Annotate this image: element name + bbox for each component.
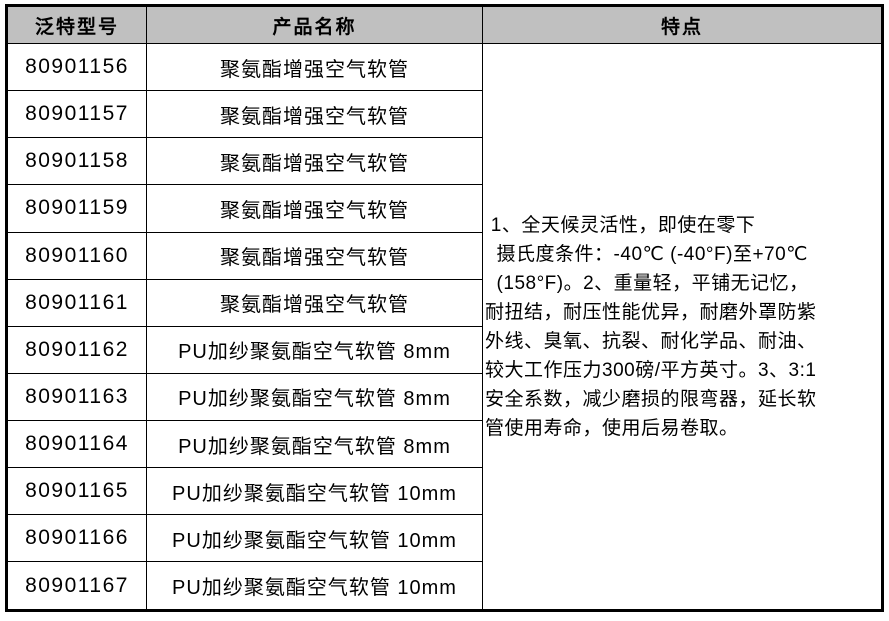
features-line: 安全系数，减少磨损的限弯器，延长软 xyxy=(485,388,817,410)
table-row: 80901167 PU加纱聚氨酯空气软管 10mm xyxy=(6,561,883,611)
model-number-cell: 80901158 xyxy=(6,137,147,186)
table-row: 80901166 PU加纱聚氨酯空气软管 10mm xyxy=(6,514,883,563)
features-line: 较大工作压力300磅/平方英寸。3、3:1 xyxy=(485,359,817,381)
model-number-cell: 80901160 xyxy=(6,231,147,280)
model-number-cell: 80901162 xyxy=(6,325,147,374)
model-number-cell: 80901157 xyxy=(6,90,147,139)
product-name-cell: PU加纱聚氨酯空气软管 8mm xyxy=(146,419,483,469)
product-spec-table: 泛特型号 产品名称 特点 80901156 聚氨酯增强空气软管 1、全天候灵活性… xyxy=(5,4,884,612)
product-name-cell: PU加纱聚氨酯空气软管 10mm xyxy=(146,561,483,611)
header-features: 特点 xyxy=(482,5,883,44)
product-name-cell: PU加纱聚氨酯空气软管 8mm xyxy=(146,372,483,422)
header-row: 泛特型号 产品名称 特点 xyxy=(6,5,883,44)
model-number-cell: 80901159 xyxy=(6,184,147,233)
header-model-number: 泛特型号 xyxy=(6,5,147,44)
features-line: 1、全天候灵活性，即使在零下 xyxy=(485,214,756,236)
features-line: 摄氏度条件：-40℃ (-40°F)至+70℃ xyxy=(485,243,809,265)
product-name-cell: 聚氨酯增强空气软管 xyxy=(146,90,483,139)
features-line: 耐扭结，耐压性能优异，耐磨外罩防紫 xyxy=(485,301,817,323)
table-row: 80901160 聚氨酯增强空气软管 xyxy=(6,231,883,280)
product-name-cell: PU加纱聚氨酯空气软管 8mm xyxy=(146,325,483,374)
product-name-cell: 聚氨酯增强空气软管 xyxy=(146,137,483,186)
table-row: 80901159 聚氨酯增强空气软管 xyxy=(6,184,883,233)
product-name-cell: PU加纱聚氨酯空气软管 10mm xyxy=(146,514,483,563)
table-row: 80901157 聚氨酯增强空气软管 xyxy=(6,90,883,139)
model-number-cell: 80901165 xyxy=(6,467,147,516)
product-name-cell: PU加纱聚氨酯空气软管 10mm xyxy=(146,467,483,516)
product-name-cell: 聚氨酯增强空气软管 xyxy=(146,184,483,233)
model-number-cell: 80901164 xyxy=(6,419,147,469)
product-name-cell: 聚氨酯增强空气软管 xyxy=(146,231,483,280)
table-row: 80901158 聚氨酯增强空气软管 xyxy=(6,137,883,186)
table-row: 80901161 聚氨酯增强空气软管 xyxy=(6,278,883,327)
model-number-cell: 80901166 xyxy=(6,514,147,563)
table-row: 80901156 聚氨酯增强空气软管 1、全天候灵活性，即使在零下 摄氏度条件：… xyxy=(6,42,883,611)
model-number-cell: 80901161 xyxy=(6,278,147,327)
features-text-block: 1、全天候灵活性，即使在零下 摄氏度条件：-40℃ (-40°F)至+70℃ (… xyxy=(485,211,877,443)
model-number-cell: 80901156 xyxy=(6,42,147,92)
product-name-cell: 聚氨酯增强空气软管 xyxy=(146,278,483,327)
features-line: 管使用寿命，使用后易卷取。 xyxy=(485,417,739,439)
header-product-name: 产品名称 xyxy=(146,5,483,44)
features-line: (158°F)。2、重量轻，平铺无记忆， xyxy=(485,272,809,294)
features-cell: 1、全天候灵活性，即使在零下 摄氏度条件：-40℃ (-40°F)至+70℃ (… xyxy=(482,43,883,611)
features-line: 外线、臭氧、抗裂、耐化学品、耐油、 xyxy=(485,330,817,352)
table-row: 80901164 PU加纱聚氨酯空气软管 8mm xyxy=(6,419,883,469)
table-row: 80901162 PU加纱聚氨酯空气软管 8mm xyxy=(6,325,883,374)
product-name-cell: 聚氨酯增强空气软管 xyxy=(146,42,483,92)
table-row: 80901165 PU加纱聚氨酯空气软管 10mm xyxy=(6,467,883,516)
model-number-cell: 80901167 xyxy=(6,561,147,611)
model-number-cell: 80901163 xyxy=(6,372,147,422)
table-row: 80901163 PU加纱聚氨酯空气软管 8mm xyxy=(6,372,883,422)
